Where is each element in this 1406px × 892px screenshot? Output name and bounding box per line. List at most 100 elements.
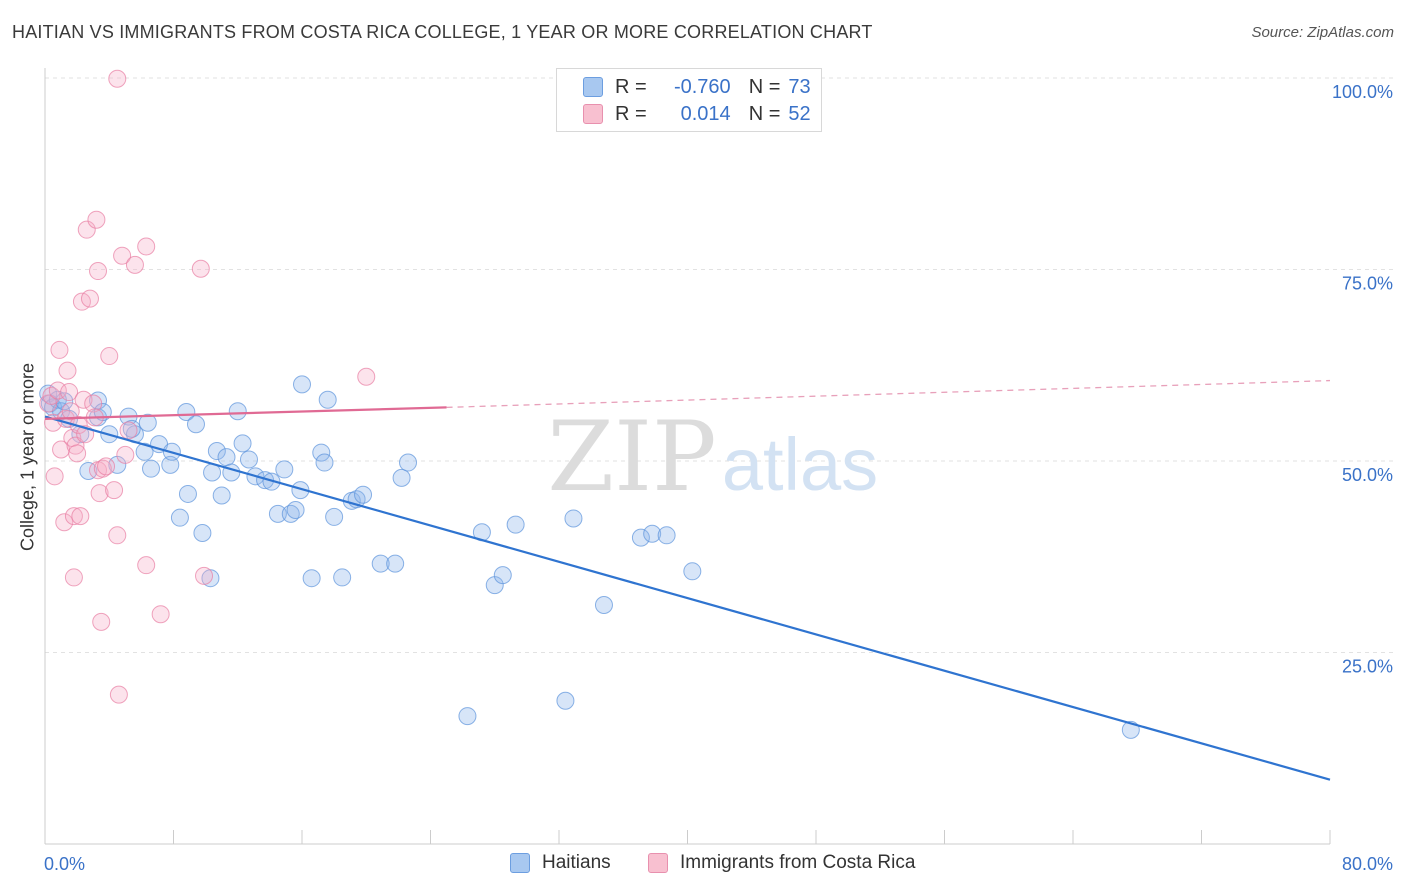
x-tick-label: 0.0% [44,854,85,874]
haitian-point [239,450,258,469]
haitian-point [631,528,650,547]
costa-rica-point [116,445,135,464]
series-legend-costa-rica[interactable]: Immigrants from Costa Rica [648,852,915,874]
costa-rica-point [89,262,108,281]
costa-rica-point [64,568,83,587]
y-axis-label: College, 1 year or more [17,362,38,552]
legend-n-label: N = [748,102,781,125]
costa-rica-point [87,210,106,229]
correlation-legend: R = -0.760 N = 73 R = 0.014 N = 52 [556,68,822,132]
series-label-costa-rica: Immigrants from Costa Rica [680,852,916,873]
costa-rica-point [137,556,156,575]
series-label-haitians: Haitians [542,852,611,873]
legend-row-haitians: R = -0.760 N = 73 [583,74,811,100]
legend-r-value-costa-rica: 0.014 [680,102,731,125]
costa-rica-point [125,255,144,274]
series-swatch-haitians [510,853,530,873]
trend-lines [44,379,1331,781]
watermark: ZIP atlas [547,401,878,513]
costa-rica-point [100,347,119,366]
costa-rica-point [55,513,74,532]
legend-row-costa-rica: R = 0.014 N = 52 [583,101,811,127]
costa-rica-point [119,421,138,440]
haitian-point [312,443,331,462]
costa-rica-point [90,484,109,503]
watermark-zip: ZIP [547,401,716,513]
haitian-point [217,448,236,467]
haitian-point [161,455,180,474]
haitian-point [594,596,613,615]
legend-n-value-costa-rica: 52 [788,102,811,125]
tick-labels: 25.0% 50.0% 75.0% 100.0% 0.0% 80.0% [44,82,1393,874]
haitian-point [399,453,418,472]
watermark-atlas: atlas [722,423,878,506]
costa-rica-point [151,605,170,624]
costa-rica-point [191,259,210,278]
costa-rica-point [93,459,112,478]
haitian-point [506,515,525,534]
costa-rica-trend-extension [446,379,1331,409]
costa-rica-point [137,237,156,256]
costa-rica-point [84,394,103,413]
haitian-point [233,434,252,453]
y-tick-label: 100.0% [1332,82,1393,102]
costa-rica-point [74,390,93,409]
costa-rica-point [113,246,132,265]
costa-rica-point [92,612,111,631]
legend-r-value-haitians: -0.760 [673,75,731,98]
haitian-point [683,562,702,581]
costa-rica-point [105,481,124,500]
haitian-point [170,508,189,527]
costa-rica-point [357,367,376,386]
series-legend: Haitians Immigrants from Costa Rica [0,852,1406,878]
haitian-point [354,485,373,504]
haitian-point [643,524,662,543]
legend-r-label: R = [615,102,647,125]
haitian-point [122,419,141,438]
costa-rica-point [48,381,67,400]
haitian-point [142,459,161,478]
y-tick-label: 75.0% [1342,274,1393,294]
haitian-point [135,442,154,461]
haitian-point [79,461,98,480]
haitian-point [392,468,411,487]
legend-r-label: R = [615,75,647,98]
haitian-point [207,442,226,461]
costa-rica-point [68,444,87,463]
legend-swatch-haitians [583,77,603,97]
haitian-point [138,413,157,432]
haitian-point [178,484,197,503]
haitian-point [228,402,247,421]
source-note: Source: ZipAtlas.com [1251,24,1394,41]
costa-rica-point [45,467,64,486]
haitian-point [458,707,477,726]
haitian-point [333,568,352,587]
costa-rica-trend-line [44,406,447,420]
haitian-point [657,526,676,545]
costa-rica-point [108,69,127,88]
series-legend-haitians[interactable]: Haitians [510,852,611,874]
costa-rica-point [108,526,127,545]
x-tick-label: 80.0% [1342,854,1393,874]
axes [44,68,1331,845]
haitian-point [302,569,321,588]
legend-n-value-haitians: 73 [788,75,811,98]
haitian-point [564,509,583,528]
haitian-point [325,507,344,526]
haitian-point [286,501,305,520]
haitian-point [293,375,311,394]
series-swatch-costa-rica [648,853,668,873]
y-tick-label: 25.0% [1342,657,1393,677]
haitian-point [556,691,575,710]
haitian-point [275,460,294,479]
haitian-point [268,504,287,523]
costa-rica-point [60,383,79,402]
haitian-point [493,566,512,585]
haitians-trend-line [44,415,1331,781]
costa-rica-point [66,436,85,455]
haitian-point [212,486,231,505]
costa-rica-point [50,340,69,359]
haitian-point [186,415,205,434]
costa-rica-point [195,566,214,585]
costa-rica-point [61,402,80,421]
